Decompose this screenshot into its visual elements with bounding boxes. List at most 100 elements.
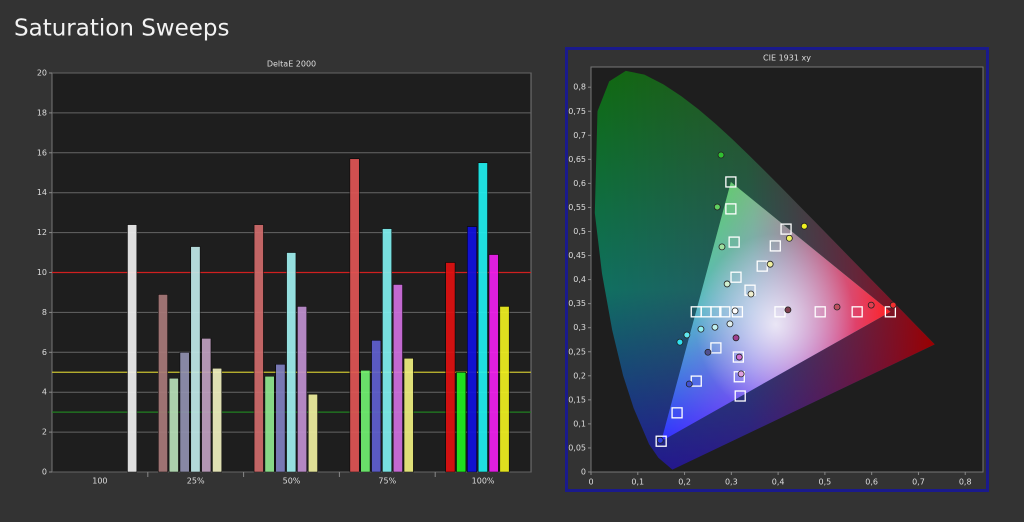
target-point [769, 240, 781, 252]
x-tick-label: 0,1 [631, 478, 644, 487]
measured-point [717, 151, 725, 159]
measured-point [732, 334, 740, 342]
y-tick-label: 0,4 [573, 275, 586, 284]
y-tick-label: 0,2 [573, 371, 586, 380]
bar [307, 393, 318, 473]
bar [190, 246, 201, 473]
x-tick-label: 0,5 [819, 478, 832, 487]
y-tick-label: 6 [42, 348, 47, 357]
y-tick-label: 0,7 [573, 131, 586, 140]
y-tick-label: 0,8 [573, 83, 586, 92]
bar [179, 352, 190, 473]
y-tick-label: 12 [37, 228, 47, 237]
measured-point [697, 325, 705, 333]
x-tick-label: 25% [187, 477, 205, 486]
y-tick-label: 0,1 [573, 419, 586, 428]
y-tick-label: 2 [42, 428, 47, 437]
measured-point [676, 338, 684, 346]
bar [264, 375, 275, 473]
bar [168, 377, 179, 473]
y-tick-label: 0,5 [573, 227, 586, 236]
measured-point [723, 280, 731, 288]
y-tick-label: 0,3 [573, 323, 586, 332]
target-point [732, 351, 745, 363]
bar [382, 228, 392, 473]
y-tick-label: 0,65 [568, 155, 586, 164]
y-tick-label: 0,6 [573, 179, 586, 188]
target-point [719, 306, 731, 318]
target-point [734, 390, 746, 402]
y-tick-label: 0,25 [568, 347, 586, 356]
measured-point [683, 331, 691, 339]
target-point [725, 176, 737, 188]
bar [349, 158, 360, 473]
y-tick-label: 18 [37, 108, 47, 117]
target-point [728, 236, 740, 248]
target-point [710, 342, 722, 354]
measured-point [685, 380, 693, 388]
y-tick-label: 14 [37, 188, 47, 197]
bar [477, 162, 488, 473]
measured-point [711, 323, 719, 331]
page-title: Saturation Sweeps [14, 16, 230, 42]
y-tick-label: 16 [37, 148, 47, 157]
measured-point [800, 222, 808, 230]
bar [467, 226, 477, 473]
target-point [710, 306, 722, 318]
measured-point [704, 348, 712, 356]
measured-point [735, 353, 743, 361]
x-tick-label: 0,3 [725, 478, 738, 487]
bar [297, 306, 307, 473]
target-point [671, 407, 683, 419]
y-tick-label: 0,05 [568, 443, 586, 452]
x-tick-label: 0,4 [772, 478, 785, 487]
measured-point [737, 370, 745, 378]
bar [275, 364, 286, 473]
measured-point [867, 301, 875, 309]
bar [201, 338, 212, 473]
bar [253, 224, 264, 473]
bar [392, 284, 403, 473]
bar [456, 372, 467, 473]
y-tick-label: 0,55 [568, 203, 586, 212]
measured-point [718, 243, 726, 251]
gamut-triangle-white [661, 182, 891, 442]
y-tick-label: 0,75 [568, 107, 586, 116]
x-tick-label: 100 [92, 477, 107, 486]
bar [127, 224, 138, 473]
y-tick-label: 0,35 [568, 299, 586, 308]
y-tick-label: 0,15 [568, 395, 586, 404]
target-point [814, 306, 826, 318]
measured-point [726, 320, 734, 328]
bar [499, 306, 510, 473]
target-point [730, 271, 742, 283]
chart-title: CIE 1931 xy [763, 54, 811, 63]
bar [488, 254, 499, 473]
measured-point [784, 306, 792, 314]
bar [212, 368, 223, 473]
target-point [774, 306, 786, 318]
y-tick-label: 0,45 [568, 251, 586, 260]
y-tick-label: 10 [37, 268, 47, 277]
y-tick-label: 8 [42, 308, 47, 317]
bar [286, 252, 297, 473]
panel-border [565, 47, 989, 492]
target-point [851, 306, 863, 318]
y-tick-label: 0 [581, 468, 586, 477]
x-tick-label: 100% [472, 477, 495, 486]
x-tick-label: 50% [283, 477, 301, 486]
measured-point [731, 307, 739, 315]
target-point [655, 435, 667, 447]
measured-point [766, 260, 774, 268]
y-tick-label: 0 [42, 468, 47, 477]
measured-point [713, 203, 721, 211]
x-tick-label: 0,7 [912, 478, 925, 487]
y-tick-label: 20 [37, 69, 47, 78]
target-point [725, 203, 737, 215]
x-tick-label: 0 [588, 478, 593, 487]
bar [158, 294, 168, 473]
chart-title: DeltaE 2000 [267, 60, 316, 69]
target-point [780, 223, 792, 235]
measured-point [785, 234, 793, 242]
